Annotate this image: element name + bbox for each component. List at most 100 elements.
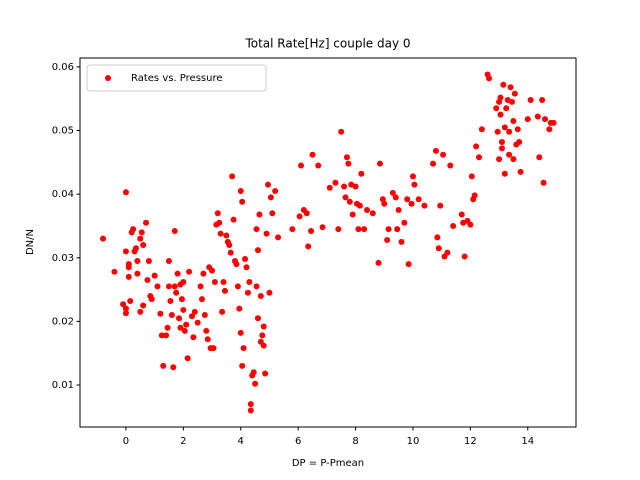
scatter-point (200, 270, 207, 277)
scatter-point (309, 151, 316, 158)
x-tick-label: 8 (352, 436, 358, 447)
scatter-point (122, 189, 129, 196)
scatter-point (219, 308, 226, 315)
x-tick-label: 0 (123, 436, 129, 447)
scatter-point (254, 315, 261, 322)
scatter-point (408, 200, 415, 207)
scatter-point (500, 81, 507, 88)
scatter-point (178, 296, 185, 303)
scatter-point (216, 219, 223, 226)
scatter-point (143, 219, 150, 226)
scatter-point (223, 232, 230, 239)
scatter-point (140, 302, 147, 309)
scatter-point (501, 170, 508, 177)
scatter-point (349, 211, 356, 218)
scatter-point (511, 90, 518, 97)
scatter-point (211, 278, 218, 285)
scatter-point (341, 183, 348, 190)
scatter-point (384, 236, 391, 243)
scatter-point (125, 273, 132, 280)
scatter-point (444, 249, 451, 256)
y-tick-label: 0.05 (52, 126, 74, 137)
scatter-point (468, 173, 475, 180)
scatter-point (308, 228, 315, 235)
scatter-point (217, 230, 224, 237)
scatter-point (269, 210, 276, 217)
scatter-point (432, 147, 439, 154)
scatter-point (254, 247, 261, 254)
scatter-point (214, 210, 221, 217)
scatter-point (298, 162, 305, 169)
plot-area (79, 57, 577, 428)
scatter-point (471, 192, 478, 199)
scatter-point (305, 243, 312, 250)
scatter-point (234, 283, 241, 290)
scatter-point (342, 194, 349, 201)
scatter-point (226, 242, 233, 249)
scatter-point (168, 312, 175, 319)
scatter-point (450, 222, 457, 229)
scatter-point (510, 117, 517, 124)
scatter-point (158, 332, 165, 339)
scatter-point (247, 401, 254, 408)
legend-marker (105, 75, 111, 81)
scatter-point (134, 257, 141, 264)
scatter-point (503, 105, 510, 112)
scatter-point (191, 308, 198, 315)
scatter-point (534, 113, 541, 120)
scatter-point (409, 173, 416, 180)
scatter-point (508, 98, 515, 105)
y-tick-label: 0.04 (52, 189, 74, 200)
scatter-point (237, 329, 244, 336)
scatter-point (174, 270, 181, 277)
scatter-point (376, 160, 383, 167)
scatter-point (539, 96, 546, 103)
scatter-point (197, 283, 204, 290)
scatter-point (236, 305, 243, 312)
scatter-point (171, 283, 178, 290)
y-tick-label: 0.01 (52, 380, 74, 391)
scatter-point (392, 194, 399, 201)
scatter-point (506, 128, 513, 135)
scatter-point (239, 198, 246, 205)
scatter-point (221, 287, 228, 294)
scatter-point (335, 226, 342, 233)
scatter-point (184, 355, 191, 362)
scatter-point (375, 259, 382, 266)
scatter-point (237, 187, 244, 194)
scatter-point (122, 310, 129, 317)
scatter-point (527, 96, 534, 103)
x-tick-label: 6 (295, 436, 301, 447)
scatter-point (164, 324, 171, 331)
scatter-point (130, 226, 137, 233)
scatter-point (405, 261, 412, 268)
scatter-point (167, 298, 174, 305)
scatter-point (250, 369, 257, 376)
scatter-point (542, 116, 548, 123)
scatter-point (198, 296, 205, 303)
scatter-point (266, 289, 273, 296)
scatter-point (411, 181, 418, 188)
scatter-point (256, 211, 263, 218)
y-tick-label: 0.03 (52, 253, 74, 264)
scatter-point (265, 181, 272, 188)
scatter-point (209, 267, 216, 274)
scatter-point (486, 75, 493, 82)
scatter-point (296, 213, 303, 220)
scatter-point (401, 219, 408, 226)
scatter-point (240, 345, 247, 352)
scatter-point (395, 207, 402, 214)
scatter-point (415, 196, 422, 203)
scatter-point (272, 187, 279, 194)
scatter-point (501, 124, 508, 131)
scatter-point (437, 202, 444, 209)
scatter-point (132, 245, 139, 252)
scatter-point (145, 257, 152, 264)
scatter-point (257, 338, 264, 345)
scatter-point (260, 323, 267, 330)
scatter-point (177, 324, 184, 331)
x-tick-label: 10 (407, 436, 420, 447)
scatter-point (246, 278, 253, 285)
scatter-point (338, 128, 345, 135)
scatter-point (475, 154, 482, 161)
